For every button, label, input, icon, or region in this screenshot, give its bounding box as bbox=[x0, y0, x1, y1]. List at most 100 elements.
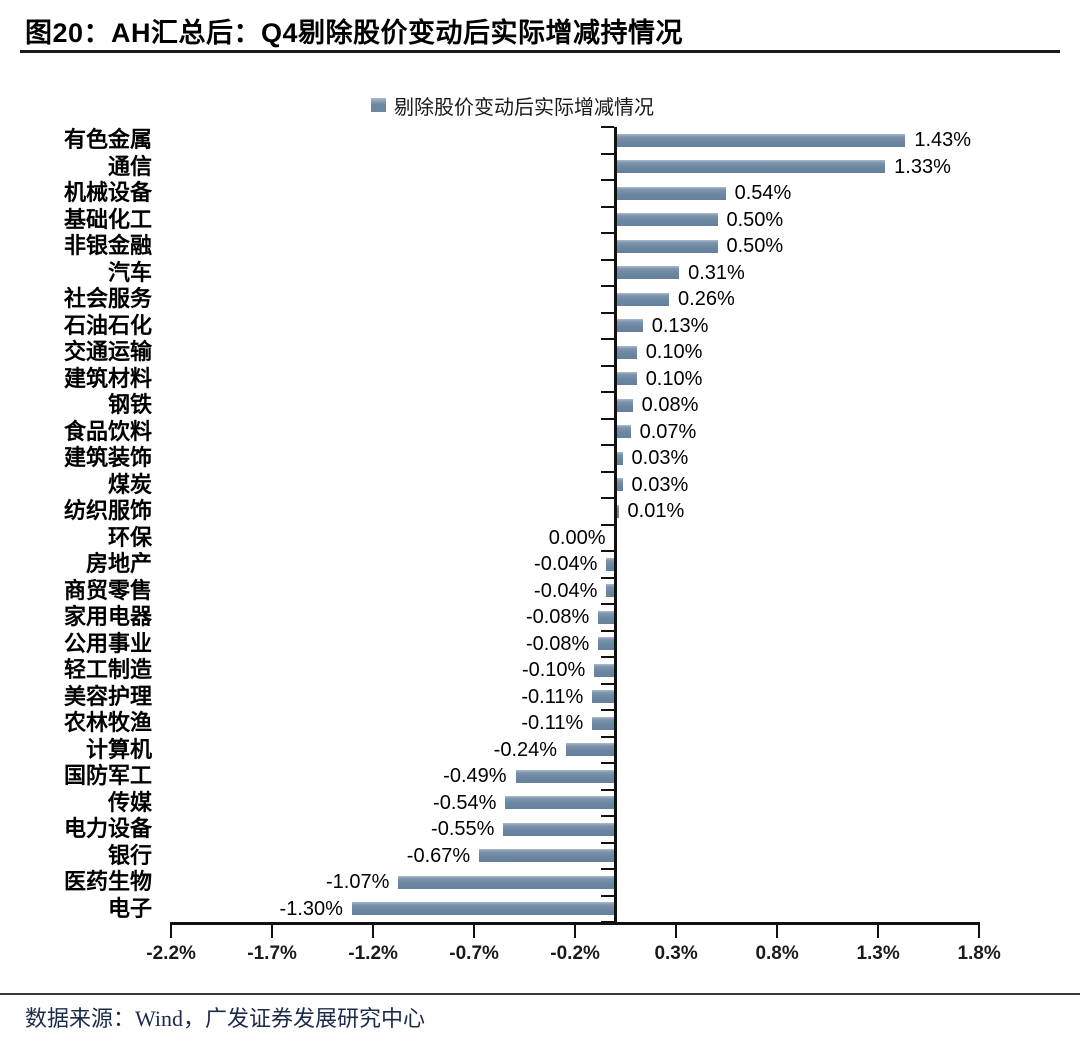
figure-title: 图20：AH汇总后：Q4剔除股价变动后实际增减持情况 bbox=[25, 18, 684, 48]
bar bbox=[479, 849, 615, 863]
y-axis-tick bbox=[601, 629, 614, 632]
bar bbox=[616, 266, 680, 280]
category-label: 农林牧渔 bbox=[63, 710, 152, 736]
category-label: 煤炭 bbox=[107, 471, 152, 497]
x-axis-tick bbox=[574, 922, 577, 938]
value-label: -0.24% bbox=[493, 738, 558, 761]
category-label: 建筑材料 bbox=[63, 365, 152, 391]
y-axis-tick bbox=[601, 258, 614, 261]
y-axis-tick bbox=[601, 788, 614, 791]
bar bbox=[606, 584, 615, 598]
x-axis-tick-label: 0.3% bbox=[654, 943, 698, 964]
bar bbox=[616, 186, 726, 200]
x-axis-tick-label: -2.2% bbox=[146, 943, 196, 964]
category-label: 轻工制造 bbox=[63, 657, 152, 683]
x-axis-tick bbox=[675, 922, 678, 938]
category-label: 房地产 bbox=[85, 551, 152, 577]
y-axis-tick bbox=[601, 603, 614, 605]
y-axis-tick bbox=[601, 709, 614, 711]
y-axis-tick bbox=[601, 523, 614, 526]
bar bbox=[616, 133, 906, 147]
bar bbox=[598, 637, 615, 651]
y-axis-tick bbox=[601, 815, 614, 817]
value-label: -0.49% bbox=[443, 765, 507, 788]
y-axis-tick bbox=[601, 497, 614, 499]
x-axis-tick-label: -0.2% bbox=[550, 943, 600, 964]
y-axis-tick bbox=[601, 391, 614, 393]
value-label: 0.50% bbox=[726, 235, 784, 258]
x-axis-tick-label: -0.7% bbox=[449, 943, 499, 964]
y-axis-tick bbox=[601, 205, 614, 208]
x-axis-tick bbox=[776, 922, 779, 938]
x-axis-tick bbox=[978, 922, 981, 938]
bar bbox=[592, 716, 615, 730]
bar bbox=[616, 451, 623, 465]
category-label: 电力设备 bbox=[63, 816, 152, 842]
value-label: 0.26% bbox=[678, 288, 735, 311]
y-axis-tick bbox=[601, 576, 614, 579]
x-axis-tick-label: 1.8% bbox=[957, 943, 1001, 964]
category-label: 电子 bbox=[107, 895, 152, 921]
y-axis-tick bbox=[601, 126, 614, 128]
value-label: -0.67% bbox=[406, 844, 471, 867]
value-label: 0.50% bbox=[726, 208, 784, 231]
category-label: 银行 bbox=[107, 842, 152, 868]
x-axis-tick-label: -1.7% bbox=[247, 943, 297, 964]
bar bbox=[566, 743, 615, 757]
category-label: 家用电器 bbox=[63, 604, 152, 630]
category-label: 机械设备 bbox=[63, 180, 152, 206]
category-label: 国防军工 bbox=[63, 763, 152, 789]
value-label: -1.30% bbox=[279, 897, 343, 920]
y-axis-tick bbox=[601, 444, 614, 446]
x-axis-tick bbox=[877, 922, 880, 938]
bar bbox=[616, 425, 631, 439]
category-label: 传媒 bbox=[107, 789, 152, 815]
category-label: 美容护理 bbox=[63, 683, 152, 709]
legend: 剔除股价变动后实际增减情况 bbox=[371, 92, 654, 119]
category-label: 通信 bbox=[107, 153, 152, 179]
category-label: 非银金融 bbox=[63, 233, 152, 259]
x-axis-tick bbox=[271, 922, 274, 938]
bar bbox=[598, 610, 615, 624]
x-axis-tick-label: -1.2% bbox=[348, 943, 398, 964]
category-label: 石油石化 bbox=[63, 312, 152, 338]
bar bbox=[616, 398, 633, 412]
category-label: 有色金属 bbox=[63, 127, 152, 153]
category-label: 交通运输 bbox=[63, 339, 152, 365]
y-axis-tick bbox=[601, 364, 614, 367]
y-axis-tick bbox=[601, 470, 614, 473]
value-label: -0.08% bbox=[525, 632, 590, 655]
y-axis-line bbox=[614, 127, 617, 925]
y-axis-tick bbox=[601, 550, 614, 552]
bar bbox=[515, 769, 615, 783]
value-label: -0.04% bbox=[534, 553, 598, 576]
x-axis-tick-label: 1.3% bbox=[856, 943, 900, 964]
bar bbox=[616, 319, 643, 333]
value-label: 0.10% bbox=[645, 341, 703, 364]
bar bbox=[594, 663, 615, 677]
y-axis-tick bbox=[601, 285, 614, 287]
category-label: 食品饮料 bbox=[63, 418, 152, 444]
y-axis-tick bbox=[601, 682, 614, 685]
value-label: 0.00% bbox=[548, 526, 606, 549]
footer-divider bbox=[0, 993, 1080, 995]
y-axis-tick bbox=[601, 417, 614, 420]
category-label: 商贸零售 bbox=[63, 577, 152, 603]
value-label: -1.07% bbox=[326, 871, 390, 894]
value-label: -0.54% bbox=[433, 791, 497, 814]
bar bbox=[616, 504, 619, 518]
bar bbox=[398, 875, 615, 889]
category-label: 医药生物 bbox=[63, 869, 152, 895]
y-axis-tick bbox=[601, 894, 614, 897]
value-label: 0.13% bbox=[651, 314, 709, 337]
x-axis-tick bbox=[170, 922, 173, 938]
y-axis-tick bbox=[601, 311, 614, 314]
value-label: -0.10% bbox=[521, 659, 586, 682]
category-label: 建筑装饰 bbox=[63, 445, 152, 471]
bar bbox=[503, 822, 615, 836]
value-label: -0.11% bbox=[521, 712, 584, 735]
y-axis-tick bbox=[601, 179, 614, 181]
y-axis-tick bbox=[601, 762, 614, 764]
